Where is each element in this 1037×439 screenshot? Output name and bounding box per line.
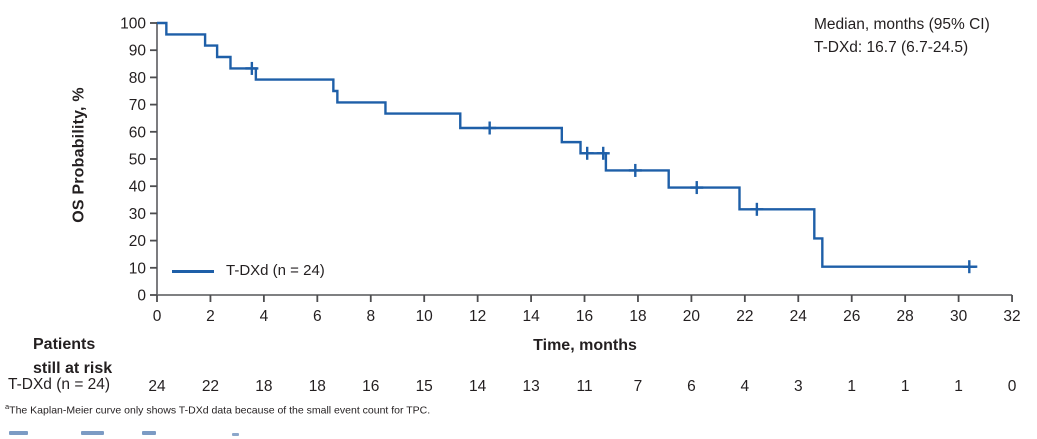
x-tick-label: 30 xyxy=(950,308,968,325)
clipped-heading-fragment xyxy=(9,431,28,435)
legend-label: T-DXd (n = 24) xyxy=(226,262,325,279)
footnote: aThe Kaplan-Meier curve only shows T-DXd… xyxy=(5,402,430,417)
x-tick-label: 26 xyxy=(843,308,860,325)
footnote-text: The Kaplan-Meier curve only shows T-DXd … xyxy=(9,404,431,417)
y-tick-label: 50 xyxy=(129,152,147,169)
at-risk-count: 18 xyxy=(255,378,272,395)
x-tick-label: 14 xyxy=(522,308,540,325)
median-annotation: Median, months (95% CI) T-DXd: 16.7 (6.7… xyxy=(814,13,990,59)
y-tick-label: 60 xyxy=(129,124,147,141)
at-risk-count: 11 xyxy=(576,378,592,395)
at-risk-count: 6 xyxy=(687,378,696,395)
x-tick-label: 10 xyxy=(416,308,434,325)
at-risk-count: 16 xyxy=(362,378,379,395)
at-risk-count: 15 xyxy=(416,378,433,395)
at-risk-header-line2: still at risk xyxy=(33,360,113,377)
x-tick-label: 12 xyxy=(469,308,486,325)
x-tick-label: 8 xyxy=(366,308,375,325)
at-risk-row-label: T-DXd (n = 24) xyxy=(8,376,111,393)
km-curve xyxy=(157,21,978,268)
footnote-marker: a xyxy=(5,402,10,411)
y-tick-label: 100 xyxy=(120,16,146,33)
x-tick-label: 6 xyxy=(313,308,322,325)
at-risk-count: 14 xyxy=(469,378,487,395)
at-risk-count: 7 xyxy=(634,378,643,395)
at-risk-count: 24 xyxy=(148,378,166,395)
clipped-heading-fragment xyxy=(81,431,104,435)
x-tick-label: 2 xyxy=(206,308,215,325)
at-risk-count: 0 xyxy=(1008,378,1017,395)
at-risk-count: 1 xyxy=(901,378,910,395)
y-tick-label: 80 xyxy=(129,70,147,87)
x-tick-label: 16 xyxy=(576,308,593,325)
y-tick-label: 30 xyxy=(129,206,147,223)
at-risk-count: 1 xyxy=(847,378,856,395)
legend: T-DXd (n = 24) xyxy=(172,262,325,279)
median-annotation-line1: Median, months (95% CI) xyxy=(814,16,990,33)
at-risk-count: 3 xyxy=(794,378,803,395)
y-tick-label: 40 xyxy=(129,179,147,196)
at-risk-count: 18 xyxy=(309,378,326,395)
y-axis-title: OS Probability, % xyxy=(70,87,88,223)
at-risk-header: Patients still at risk xyxy=(33,333,112,381)
x-tick-label: 32 xyxy=(1003,308,1020,325)
x-tick-label: 28 xyxy=(897,308,914,325)
x-tick-label: 24 xyxy=(790,308,808,325)
y-tick-label: 0 xyxy=(137,288,146,305)
x-tick-label: 20 xyxy=(683,308,701,325)
x-tick-label: 18 xyxy=(629,308,646,325)
clipped-heading-fragment xyxy=(232,433,239,436)
at-risk-count: 1 xyxy=(954,378,963,395)
x-tick-label: 22 xyxy=(736,308,753,325)
at-risk-header-line1: Patients xyxy=(33,336,96,353)
x-tick-label: 0 xyxy=(153,308,162,325)
at-risk-count: 13 xyxy=(522,378,539,395)
y-tick-label: 20 xyxy=(129,233,147,250)
median-annotation-line2: T-DXd: 16.7 (6.7-24.5) xyxy=(814,39,969,56)
legend-line-swatch xyxy=(172,269,214,273)
at-risk-count: 4 xyxy=(741,378,750,395)
x-tick-label: 4 xyxy=(260,308,269,325)
at-risk-count: 22 xyxy=(202,378,219,395)
clipped-heading-fragment xyxy=(142,431,156,435)
x-axis-title: Time, months xyxy=(533,337,637,354)
y-tick-label: 90 xyxy=(129,43,147,60)
y-tick-label: 10 xyxy=(129,260,147,277)
y-tick-label: 70 xyxy=(129,97,147,114)
